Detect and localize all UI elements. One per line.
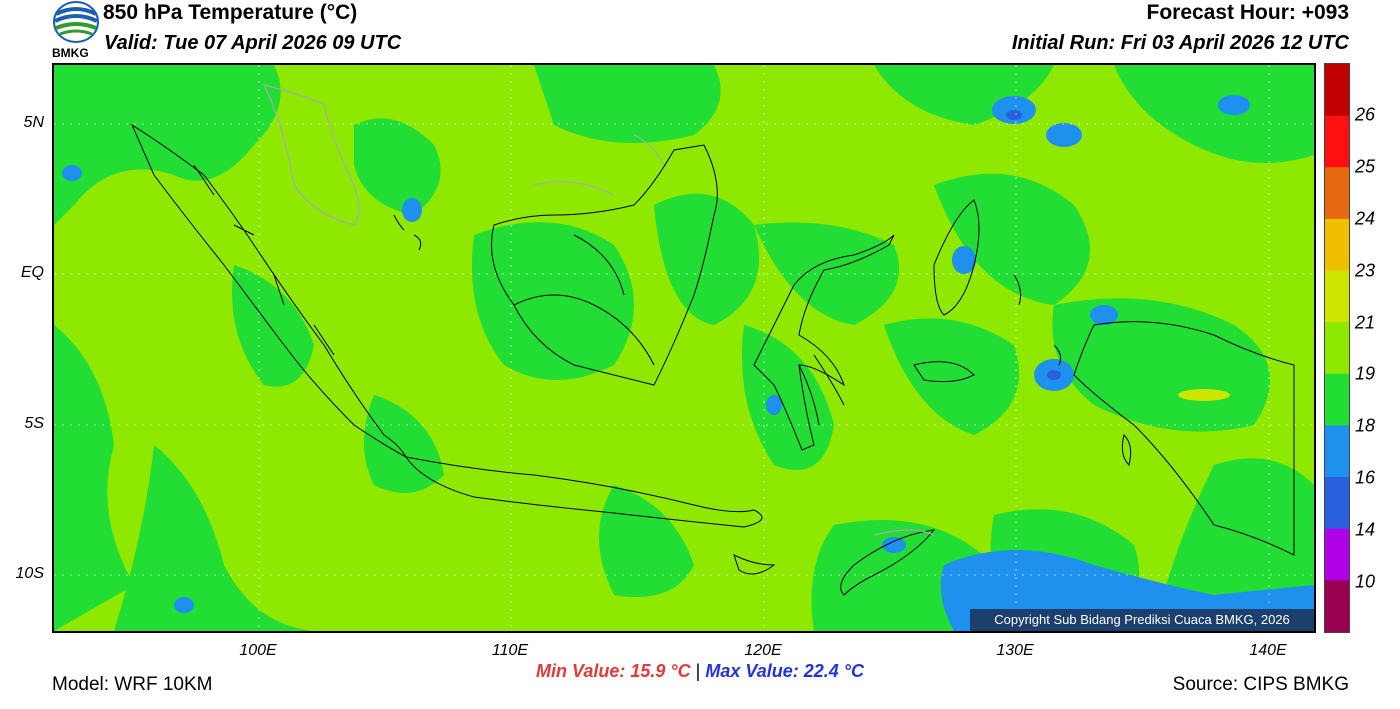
colorbar-swatch (1325, 218, 1349, 272)
initial-run: Initial Run: Fri 03 April 2026 12 UTC (1011, 32, 1349, 54)
colorbar-label-18: 18 (1355, 415, 1376, 436)
lon-label-100e: 100E (239, 642, 277, 659)
colorbar-swatch (1325, 322, 1349, 375)
colorbar-label-19: 19 (1355, 363, 1376, 384)
forecast-hour: Forecast Hour: +093 (1146, 1, 1350, 24)
lon-label-140e: 140E (1249, 642, 1287, 659)
valid-time: Valid: Tue 07 April 2026 09 UTC (104, 32, 402, 54)
colorbar-label-23: 23 (1355, 260, 1376, 281)
lat-label-10s: 10S (15, 565, 44, 582)
lat-label-5s: 5S (24, 415, 44, 432)
lon-label-120e: 120E (744, 642, 782, 659)
source-info: Source: CIPS BMKG (1172, 674, 1349, 695)
logo-text: BMKG (52, 46, 89, 60)
min-max-values: Min Value: 15.9 °C | Max Value: 22.4 °C (0, 661, 1400, 682)
colorbar-label-14: 14 (1355, 519, 1376, 540)
temperature-map (52, 63, 1316, 633)
colorbar-swatches (1325, 64, 1349, 633)
min-value: Min Value: 15.9 °C (536, 661, 691, 681)
colorbar-swatch (1325, 115, 1349, 168)
lon-label-130e: 130E (996, 642, 1034, 659)
lat-label-eq: EQ (20, 264, 44, 281)
colorbar-label-25: 25 (1355, 156, 1376, 177)
value-separator: | (695, 661, 701, 681)
colorbar-label-24: 24 (1355, 208, 1376, 229)
colorbar-swatch (1325, 373, 1349, 426)
lon-label-110e: 110E (491, 642, 529, 659)
colorbar-swatch (1325, 270, 1349, 323)
bmkg-logo (52, 0, 100, 60)
colorbar-label-26: 26 (1355, 104, 1376, 125)
model-info: Model: WRF 10KM (52, 674, 213, 695)
lat-label-5n: 5N (23, 114, 44, 131)
colorbar-swatch (1325, 528, 1349, 581)
copyright-notice: Copyright Sub Bidang Prediksi Cuaca BMKG… (970, 609, 1314, 631)
colorbar-swatch (1325, 425, 1349, 478)
colorbar-label-16: 16 (1355, 467, 1376, 488)
max-value: Max Value: 22.4 °C (705, 661, 864, 681)
colorbar-label-10: 10 (1355, 571, 1376, 592)
map-title: 850 hPa Temperature (°C) (103, 1, 358, 24)
colorbar-swatch (1325, 167, 1349, 220)
colorbar (1324, 63, 1350, 633)
colorbar-swatch (1325, 477, 1349, 530)
colorbar-swatch (1325, 64, 1349, 117)
colorbar-swatch (1325, 580, 1349, 633)
colorbar-label-21: 21 (1355, 312, 1376, 333)
